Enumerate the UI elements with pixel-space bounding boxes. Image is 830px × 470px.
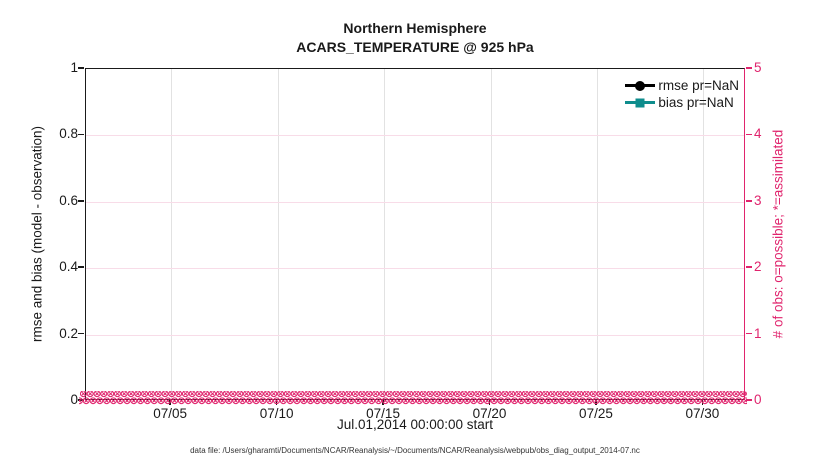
x-gridline bbox=[596, 69, 598, 399]
x-tick-mark bbox=[488, 400, 491, 405]
x-tick-label: 07/25 bbox=[579, 406, 613, 421]
right-tick-mark bbox=[746, 200, 752, 202]
left-tick-mark bbox=[78, 399, 84, 401]
rmse-line-sample bbox=[625, 80, 656, 91]
obs-marker-row: ⊗⊗⊗⊗⊗⊗⊗⊗⊗⊗⊗⊗⊗⊗⊗⊗⊗⊗⊗⊗⊗⊗⊗⊗⊗⊗⊗⊗⊗⊗⊗⊗⊗⊗⊗⊗⊗⊗⊗⊗… bbox=[79, 395, 747, 407]
right-tick-label: 2 bbox=[754, 259, 762, 275]
right-tick-label: 1 bbox=[754, 325, 762, 341]
x-axis-label: Jul.01,2014 00:00:00 start bbox=[336, 417, 494, 432]
rmse-circle-marker-icon bbox=[635, 80, 646, 91]
x-tick-mark bbox=[701, 400, 704, 405]
x-gridline bbox=[490, 69, 492, 399]
legend-entry-bias: bias pr=NaN bbox=[625, 94, 739, 111]
left-tick-mark bbox=[78, 200, 84, 202]
right-tick-label: 0 bbox=[754, 392, 762, 407]
y-gridline bbox=[86, 201, 744, 203]
plot-area: rmse pr=NaN bias pr=NaN ⊗⊗⊗⊗⊗⊗⊗⊗⊗⊗⊗⊗⊗⊗⊗⊗… bbox=[79, 68, 747, 406]
x-tick-mark bbox=[595, 400, 597, 405]
y-gridline bbox=[86, 334, 744, 336]
bias-square-marker-icon bbox=[635, 98, 645, 107]
right-tick-mark bbox=[746, 332, 752, 335]
title-line-2: ACARS_TEMPERATURE @ 925 hPa bbox=[296, 39, 534, 55]
x-tick-mark bbox=[169, 400, 171, 405]
left-tick-label: 0.6 bbox=[59, 192, 78, 208]
right-axis-label: # of obs: o=possible; *=assimilated bbox=[770, 129, 786, 339]
right-tick-mark bbox=[746, 399, 752, 401]
legend-label-bias: bias pr=NaN bbox=[658, 95, 734, 110]
x-gridline bbox=[384, 69, 386, 399]
right-tick-mark bbox=[746, 133, 752, 136]
obs-count-marker-band: ⊗⊗⊗⊗⊗⊗⊗⊗⊗⊗⊗⊗⊗⊗⊗⊗⊗⊗⊗⊗⊗⊗⊗⊗⊗⊗⊗⊗⊗⊗⊗⊗⊗⊗⊗⊗⊗⊗⊗⊗… bbox=[79, 391, 747, 408]
bias-line-sample bbox=[625, 98, 656, 107]
x-tick-label: 07/20 bbox=[472, 406, 507, 421]
left-tick-mark bbox=[78, 332, 84, 335]
x-tick-label: 07/30 bbox=[685, 406, 720, 421]
left-tick-label: 0.2 bbox=[59, 325, 78, 341]
left-axis-label: rmse and bias (model - observation) bbox=[29, 125, 45, 343]
x-gridline bbox=[277, 69, 279, 399]
x-tick-mark bbox=[382, 400, 384, 405]
left-tick-label: 1 bbox=[70, 60, 78, 75]
y-gridline bbox=[86, 268, 744, 270]
left-tick-mark bbox=[78, 266, 84, 268]
right-tick-label: 4 bbox=[754, 126, 762, 142]
x-tick-label: 07/10 bbox=[259, 406, 294, 421]
right-tick-mark bbox=[746, 67, 752, 69]
right-tick-label: 5 bbox=[754, 60, 762, 75]
right-tick-mark bbox=[746, 266, 752, 268]
y-gridline bbox=[86, 135, 744, 137]
chart-title: Northern Hemisphere ACARS_TEMPERATURE @ … bbox=[85, 19, 745, 57]
left-tick-mark bbox=[78, 133, 84, 136]
legend: rmse pr=NaN bias pr=NaN bbox=[625, 77, 739, 111]
x-tick-label: 07/15 bbox=[366, 406, 400, 421]
x-tick-label: 07/05 bbox=[153, 406, 188, 421]
obs-marker-row: ⊗⊗⊗⊗⊗⊗⊗⊗⊗⊗⊗⊗⊗⊗⊗⊗⊗⊗⊗⊗⊗⊗⊗⊗⊗⊗⊗⊗⊗⊗⊗⊗⊗⊗⊗⊗⊗⊗⊗⊗… bbox=[79, 390, 747, 400]
title-line-1: Northern Hemisphere bbox=[343, 20, 487, 36]
x-gridline bbox=[703, 69, 705, 399]
data-file-note: data file: /Users/gharamti/Documents/NCA… bbox=[190, 446, 640, 455]
legend-label-rmse: rmse pr=NaN bbox=[658, 78, 739, 93]
left-tick-label: 0.4 bbox=[59, 259, 78, 275]
x-tick-mark bbox=[275, 400, 278, 405]
left-tick-label: 0.8 bbox=[59, 126, 78, 142]
legend-entry-rmse: rmse pr=NaN bbox=[625, 77, 739, 94]
left-tick-label: 0 bbox=[70, 392, 78, 407]
x-gridline bbox=[171, 69, 173, 399]
left-tick-mark bbox=[78, 67, 84, 69]
right-tick-label: 3 bbox=[754, 192, 762, 208]
